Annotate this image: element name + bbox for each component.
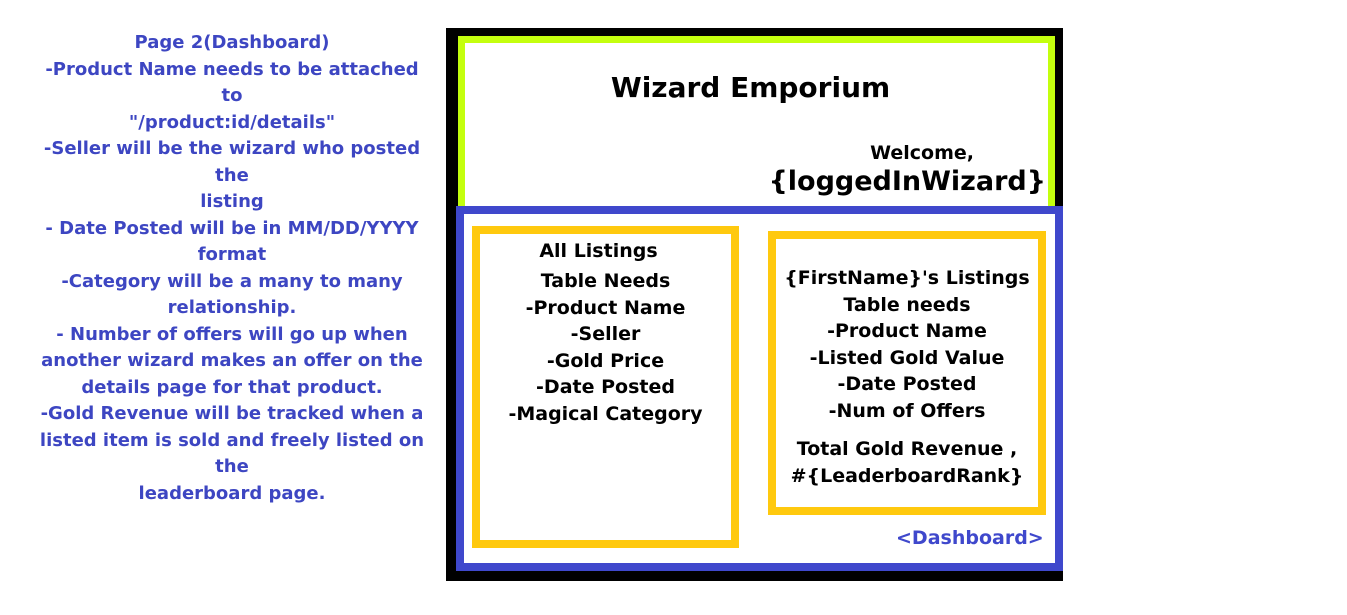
note-line: "/product:id/details" [128, 111, 336, 133]
note-line: format [197, 244, 267, 265]
note-line: - Number of offers will go up when [56, 323, 408, 345]
all-listings-panel: All Listings Table Needs -Product Name -… [472, 226, 739, 548]
leaderboard-rank: #{LeaderboardRank} [790, 465, 1024, 487]
my-listings-fields: {FirstName}'s Listings Table needs -Prod… [776, 265, 1038, 424]
app-title: Wizard Emporium [610, 71, 891, 104]
design-notes: Page 2(Dashboard) -Product Name needs to… [36, 30, 428, 507]
list-item: -Num of Offers [828, 399, 986, 422]
note-line: -Product Name needs to be attached to [45, 58, 419, 107]
note-line: -Seller will be the wizard who posted th… [43, 138, 421, 186]
note-line: -Category will be a many to many [61, 270, 403, 292]
note-line: - Date Posted will be in MM/DD/YYYY [45, 217, 419, 239]
total-gold-revenue: Total Gold Revenue , [796, 438, 1018, 460]
all-listings-fields: Table Needs -Product Name -Seller -Gold … [480, 268, 731, 427]
note-line: listed item is sold and freely listed on… [39, 429, 425, 478]
page-header: Wizard Emporium Welcome, {loggedInWizard… [458, 36, 1055, 216]
note-line: details page for that product. [81, 376, 383, 398]
list-item: Table needs [843, 293, 971, 316]
list-item: -Seller [570, 323, 641, 345]
list-item: -Listed Gold Value [809, 346, 1005, 369]
dashboard-link[interactable]: <Dashboard> [896, 527, 1044, 549]
note-line: relationship. [167, 297, 297, 318]
note-line: leaderboard page. [138, 482, 326, 504]
note-line: another wizard makes an offer on the [41, 350, 423, 371]
list-item: -Gold Price [546, 349, 665, 372]
note-line: listing [200, 191, 264, 212]
logged-in-wizard: {loggedInWizard} [768, 166, 1046, 197]
list-item: Table Needs [540, 270, 671, 292]
my-listings-title: {FirstName}'s Listings [784, 267, 1030, 289]
list-item: -Product Name [827, 320, 987, 342]
list-item: -Product Name [525, 296, 686, 319]
note-line: Page 2(Dashboard) [134, 32, 330, 53]
list-item: -Date Posted [536, 376, 675, 398]
note-line: -Gold Revenue will be tracked when a [40, 403, 424, 424]
list-item: -Date Posted [837, 373, 977, 395]
all-listings-title: All Listings [539, 240, 658, 262]
revenue-block: Total Gold Revenue , #{LeaderboardRank} [776, 436, 1038, 490]
welcome-text: Welcome, [870, 142, 974, 164]
list-item: -Magical Category [508, 402, 703, 425]
my-listings-panel: {FirstName}'s Listings Table needs -Prod… [768, 231, 1046, 515]
